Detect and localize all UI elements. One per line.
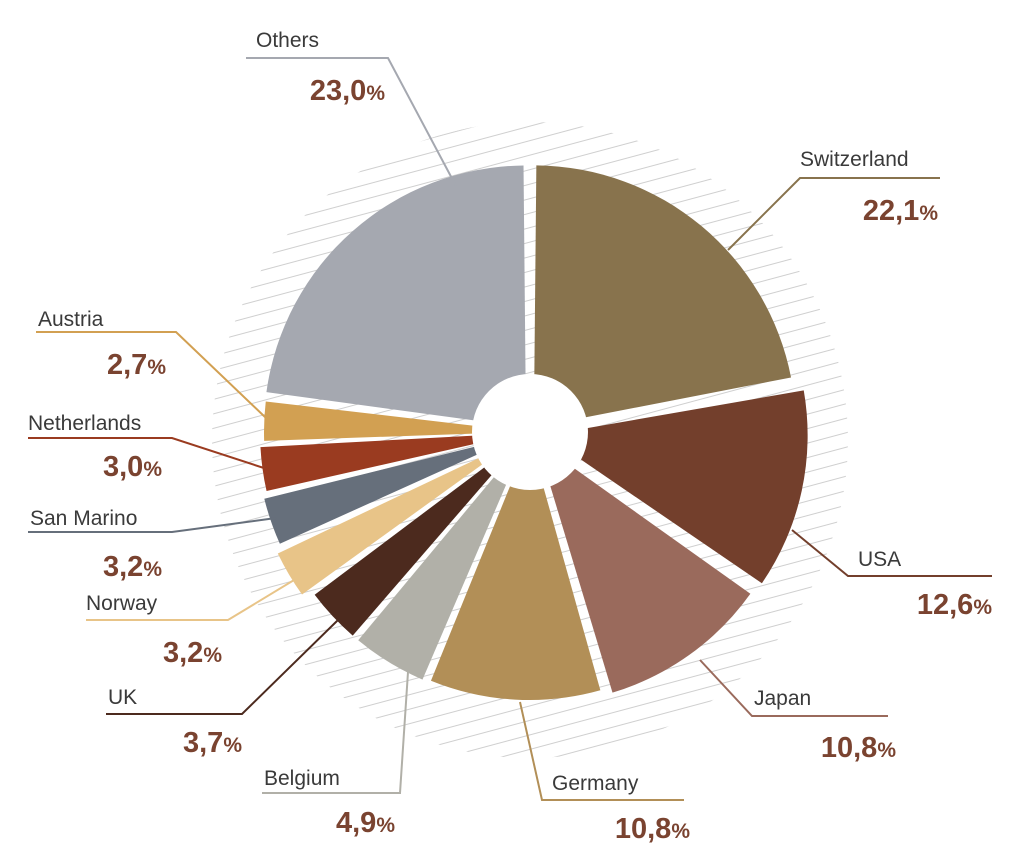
leader-usa — [791, 529, 992, 577]
unit-belgium: % — [376, 814, 395, 837]
value-san-marino: 3,2% — [103, 551, 162, 583]
leader-others — [246, 57, 457, 187]
slice-san-marino — [264, 435, 519, 544]
value-netherlands: 3,0% — [103, 451, 162, 483]
unit-usa: % — [973, 596, 992, 619]
label-netherlands: Netherlands — [28, 412, 141, 435]
leader-san-marino — [28, 517, 277, 533]
slice-japan — [536, 441, 751, 693]
value-usa: 12,6% — [917, 589, 992, 621]
unit-japan: % — [877, 739, 896, 762]
label-belgium: Belgium — [264, 767, 340, 790]
leader-austria — [36, 331, 267, 419]
slices — [260, 165, 808, 700]
unit-others: % — [366, 82, 385, 105]
label-uk: UK — [108, 686, 137, 709]
slice-belgium — [358, 438, 526, 680]
slice-austria — [264, 401, 527, 441]
leader-japan — [699, 659, 888, 717]
unit-switzerland: % — [919, 202, 938, 225]
labels: Switzerland 22,1% USA 12,6% Japan 10,8% German… — [28, 29, 992, 845]
label-germany: Germany — [552, 772, 639, 795]
leader-switzerland — [727, 177, 940, 251]
leader-netherlands — [28, 437, 271, 471]
label-japan: Japan — [754, 687, 811, 710]
value-uk: 3,7% — [183, 727, 242, 759]
slice-others — [266, 165, 527, 428]
leader-lines — [28, 57, 992, 801]
slice-switzerland — [533, 165, 792, 428]
label-switzerland: Switzerland — [800, 148, 909, 171]
slice-germany — [430, 437, 601, 700]
leader-norway — [86, 573, 305, 621]
slice-uk — [314, 437, 525, 636]
unit-norway: % — [203, 644, 222, 667]
value-germany: 10,8% — [615, 813, 690, 845]
value-belgium: 4,9% — [336, 807, 395, 839]
label-norway: Norway — [86, 592, 158, 615]
center-hole — [472, 374, 588, 490]
unit-austria: % — [147, 356, 166, 379]
slice-netherlands — [260, 433, 523, 492]
value-others: 23,0% — [310, 75, 385, 107]
unit-uk: % — [223, 734, 242, 757]
value-austria: 2,7% — [107, 349, 166, 381]
unit-san-marino: % — [143, 558, 162, 581]
leader-germany — [519, 701, 684, 801]
slice-norway — [277, 441, 515, 595]
label-austria: Austria — [38, 308, 104, 331]
value-norway: 3,2% — [163, 637, 222, 669]
slice-usa — [545, 390, 808, 584]
label-others: Others — [256, 29, 319, 52]
label-san-marino: San Marino — [30, 507, 137, 530]
leader-uk — [106, 619, 339, 715]
unit-netherlands: % — [143, 458, 162, 481]
value-switzerland: 22,1% — [863, 195, 938, 227]
unit-germany: % — [671, 820, 690, 843]
value-japan: 10,8% — [821, 732, 896, 764]
label-usa: USA — [858, 548, 901, 571]
leader-belgium — [262, 671, 409, 794]
